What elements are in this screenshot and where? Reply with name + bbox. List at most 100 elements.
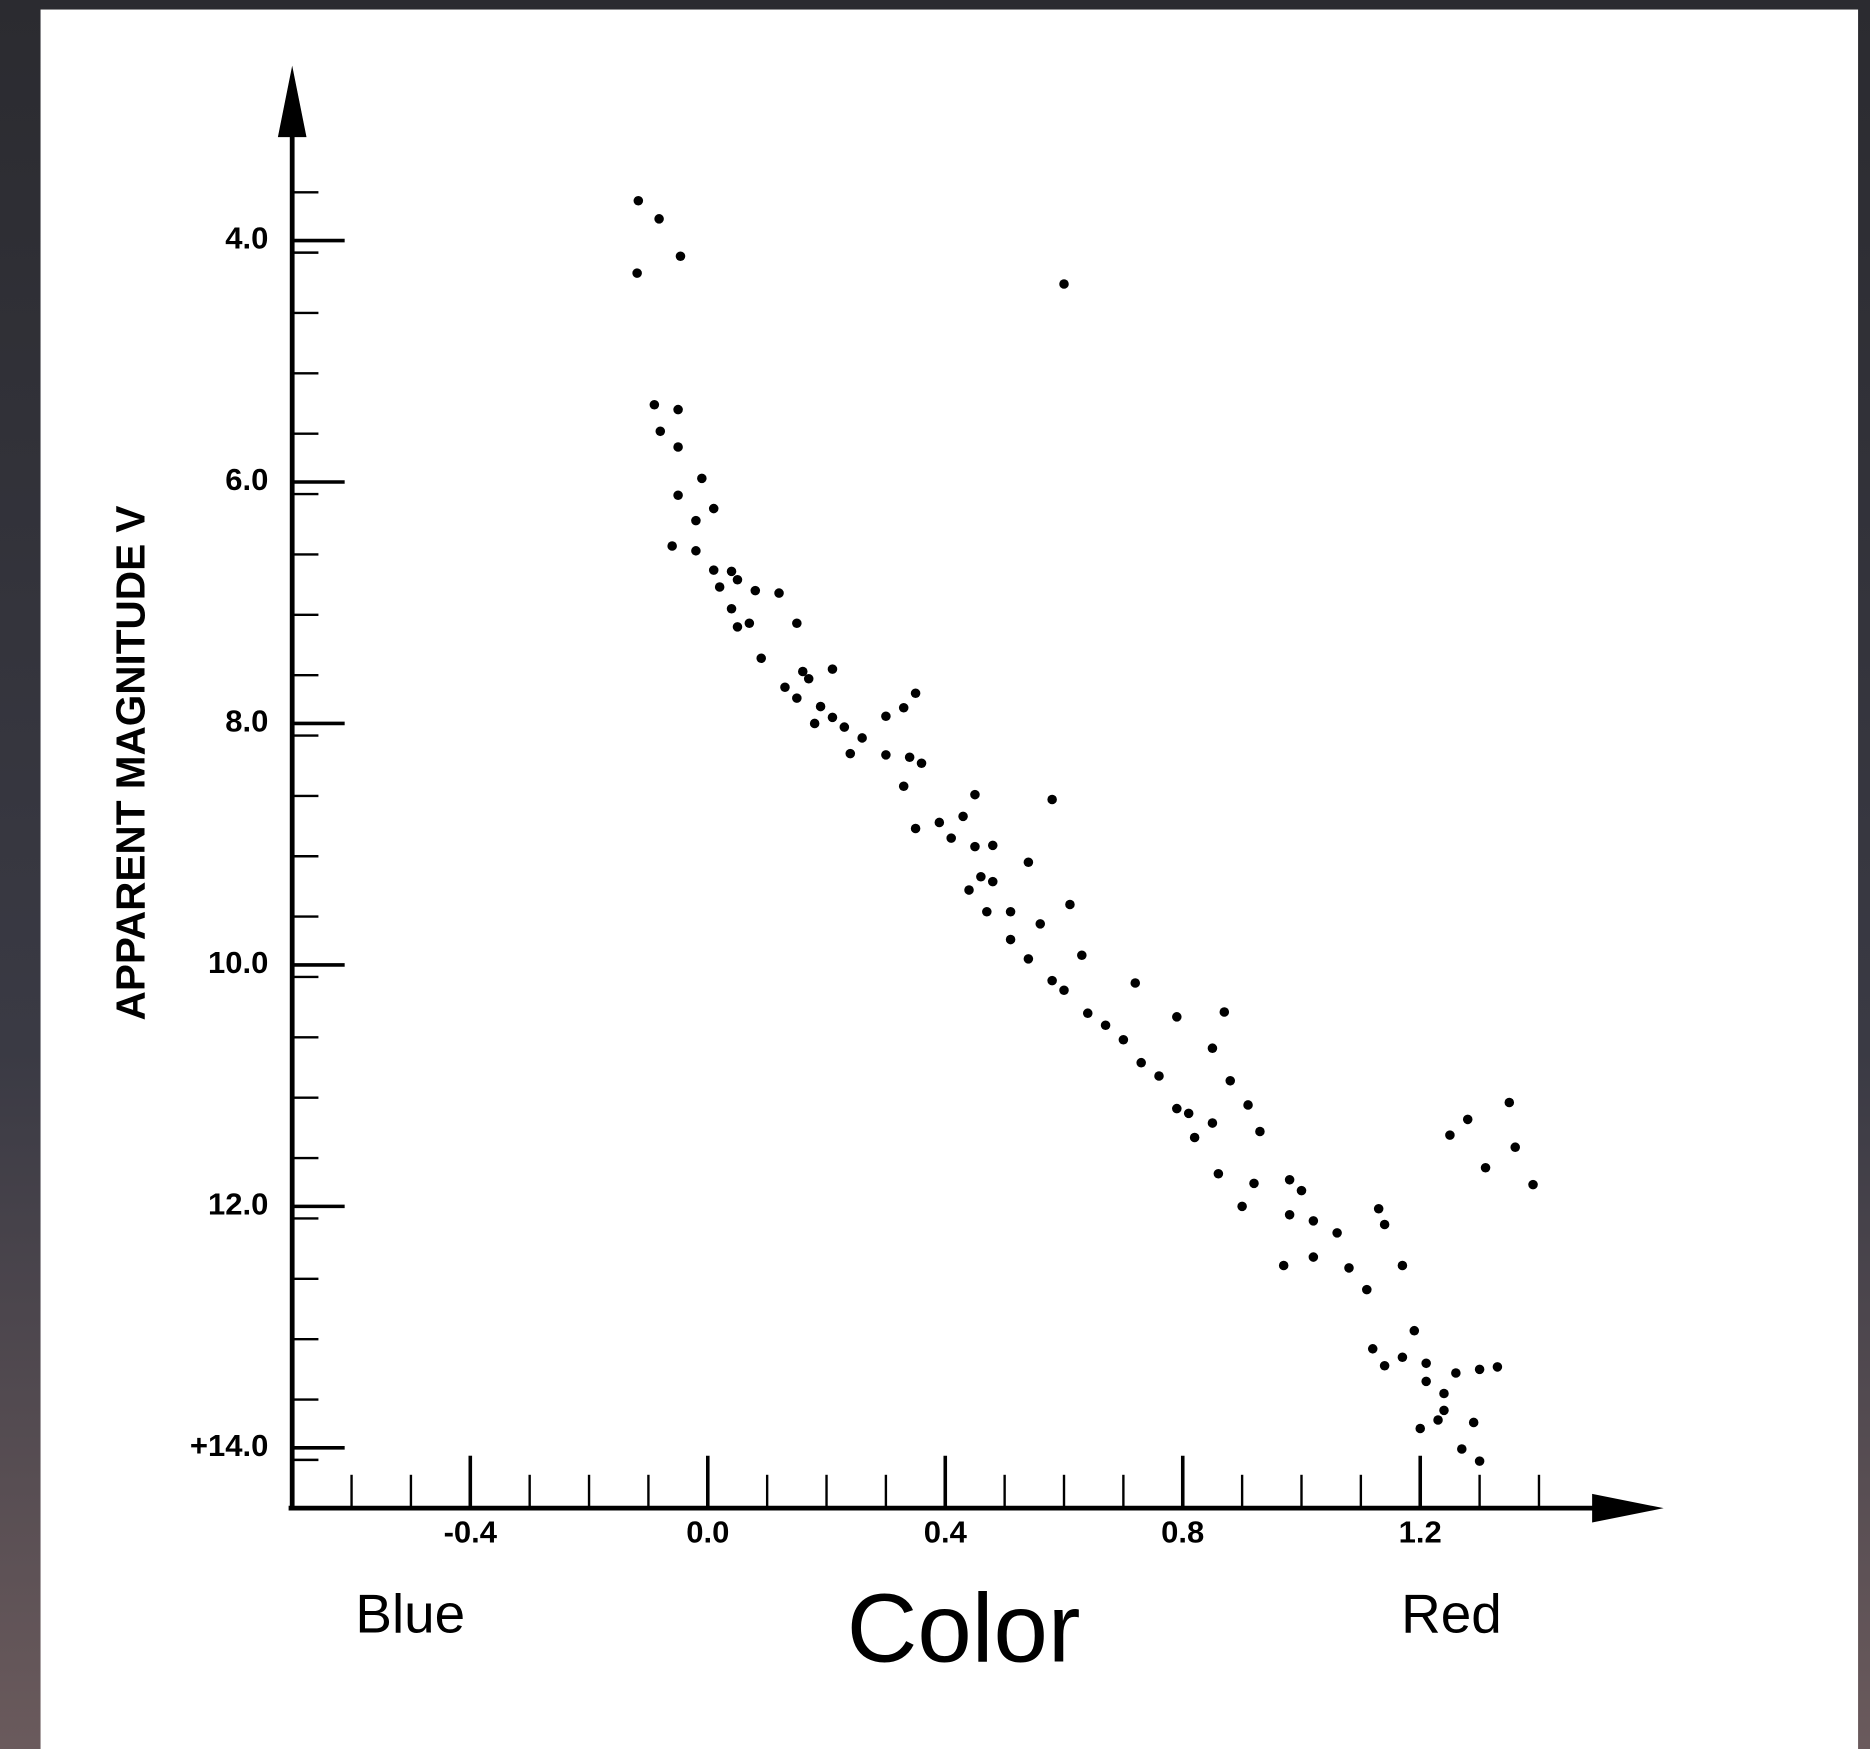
data-point — [744, 618, 755, 629]
annotation: Blue — [355, 1582, 465, 1644]
data-point — [904, 752, 915, 763]
data-point — [1421, 1358, 1431, 1369]
data-point — [857, 733, 867, 743]
data-point — [1362, 1284, 1372, 1295]
data-point — [827, 664, 838, 674]
data-point — [673, 404, 683, 415]
y-tick-label: 6.0 — [225, 462, 268, 497]
data-point — [1237, 1201, 1247, 1212]
data-point — [1172, 1103, 1182, 1114]
data-point — [1344, 1263, 1354, 1273]
x-tick-label: -0.4 — [444, 1515, 498, 1550]
data-point — [1130, 978, 1141, 988]
data-point — [1379, 1360, 1390, 1371]
data-point — [815, 701, 826, 712]
data-point — [970, 789, 980, 800]
data-point — [1047, 975, 1057, 986]
data-point — [1100, 1020, 1111, 1031]
data-point — [750, 585, 761, 596]
data-point — [898, 781, 909, 791]
data-point — [987, 840, 998, 851]
x-tick-label: 1.2 — [1399, 1515, 1442, 1550]
data-point — [649, 399, 660, 410]
data-point — [1077, 950, 1087, 961]
data-point — [732, 575, 743, 585]
data-point — [655, 426, 666, 437]
data-point — [1023, 954, 1034, 964]
data-point — [1154, 1071, 1164, 1081]
data-point — [1457, 1444, 1467, 1454]
data-point — [774, 588, 784, 598]
data-point — [1308, 1216, 1319, 1226]
y-tick-label: 4.0 — [225, 221, 268, 256]
data-point — [732, 622, 743, 632]
data-point — [1059, 985, 1069, 996]
x-axis-label: Color — [847, 1573, 1081, 1683]
data-point — [1468, 1417, 1479, 1428]
data-point — [1296, 1185, 1307, 1196]
data-point — [1082, 1008, 1093, 1018]
data-point — [845, 748, 856, 759]
data-point — [691, 546, 701, 556]
data-point — [1284, 1210, 1295, 1220]
data-point — [792, 693, 802, 703]
data-point — [714, 582, 725, 592]
data-point — [1249, 1178, 1259, 1189]
data-point — [881, 750, 891, 760]
data-point — [910, 823, 921, 834]
data-point — [1379, 1219, 1390, 1230]
data-point — [839, 722, 850, 732]
data-point — [1474, 1364, 1485, 1375]
x-tick-label: 0.8 — [1161, 1515, 1204, 1550]
data-point — [1445, 1130, 1455, 1140]
data-point — [982, 907, 992, 917]
data-point — [632, 268, 642, 278]
data-point — [1005, 934, 1016, 945]
data-point — [946, 833, 956, 843]
data-point — [958, 811, 968, 822]
data-point — [1373, 1204, 1384, 1214]
data-point — [916, 758, 927, 769]
data-point — [1207, 1043, 1218, 1053]
data-point — [881, 711, 891, 721]
data-point — [1421, 1376, 1431, 1387]
data-point — [1397, 1260, 1408, 1271]
data-point — [1059, 279, 1069, 289]
data-point — [780, 682, 790, 693]
data-point — [654, 214, 664, 224]
x-tick-label: 0.4 — [924, 1515, 968, 1550]
data-point — [1118, 1034, 1129, 1045]
data-point — [1219, 1007, 1230, 1017]
data-point — [934, 817, 945, 828]
y-axis-label: APPARENT MAGNITUDE V — [107, 506, 153, 1021]
data-point — [1332, 1228, 1342, 1238]
data-point — [708, 565, 719, 575]
data-point — [673, 490, 683, 501]
data-point — [964, 885, 974, 895]
data-point — [1492, 1362, 1503, 1372]
data-point — [1504, 1097, 1515, 1108]
data-point — [827, 712, 838, 723]
y-tick-label: 12.0 — [208, 1187, 268, 1222]
data-point — [970, 841, 980, 852]
data-point — [726, 603, 737, 614]
x-tick-label: 0.0 — [686, 1515, 729, 1550]
data-point — [1183, 1108, 1194, 1119]
data-point — [1023, 857, 1034, 868]
data-point — [1415, 1423, 1426, 1434]
data-point — [1439, 1405, 1449, 1416]
data-point — [1480, 1162, 1491, 1173]
data-point — [1189, 1132, 1200, 1143]
data-point — [792, 618, 802, 629]
data-point — [1308, 1252, 1319, 1262]
data-point — [1451, 1368, 1461, 1378]
data-point — [1243, 1100, 1253, 1110]
annotation: Red — [1401, 1582, 1502, 1644]
data-point — [1065, 899, 1075, 910]
data-point — [691, 515, 701, 526]
panel — [40, 9, 1859, 1749]
data-point — [976, 872, 986, 882]
data-point — [1172, 1012, 1182, 1022]
